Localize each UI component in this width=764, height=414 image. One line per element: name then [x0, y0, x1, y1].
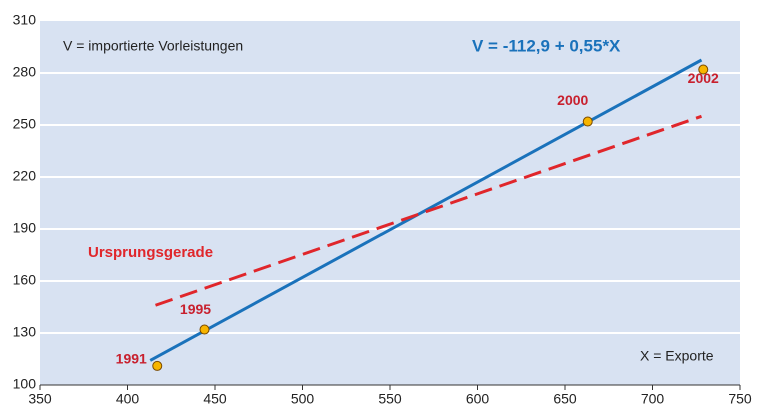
x-tick-label: 500 — [291, 391, 315, 407]
y-tick-label: 280 — [13, 64, 37, 80]
point-label: 2002 — [688, 70, 719, 86]
point — [582, 116, 593, 127]
point-label: 1995 — [180, 301, 211, 317]
x-tick-label: 400 — [116, 391, 140, 407]
point-label: 2000 — [557, 92, 588, 108]
y-tick-label: 220 — [13, 168, 37, 184]
x-tick-label: 450 — [203, 391, 227, 407]
point — [152, 360, 163, 371]
annotation: X = Exporte — [640, 348, 714, 364]
plot-area — [40, 21, 740, 385]
y-tick-label: 100 — [13, 376, 37, 392]
y-tick-label: 190 — [13, 220, 37, 236]
x-tick-label: 650 — [553, 391, 577, 407]
line-label: V = -112,9 + 0,55*X — [472, 36, 621, 55]
x-tick-label: 700 — [641, 391, 665, 407]
point — [698, 64, 709, 75]
point — [199, 324, 210, 335]
y-tick-label: 250 — [13, 116, 37, 132]
y-tick-label: 310 — [13, 12, 37, 28]
x-tick-label: 750 — [728, 391, 752, 407]
y-tick-label: 160 — [13, 272, 37, 288]
y-tick-label: 130 — [13, 324, 37, 340]
x-tick-label: 600 — [466, 391, 490, 407]
line-label: Ursprungsgerade — [88, 244, 213, 261]
point-label: 1991 — [116, 351, 147, 367]
x-tick-label: 350 — [28, 391, 52, 407]
x-tick-label: 550 — [378, 391, 402, 407]
fit-line — [155, 114, 702, 307]
annotation: V = importierte Vorleistungen — [63, 38, 243, 54]
